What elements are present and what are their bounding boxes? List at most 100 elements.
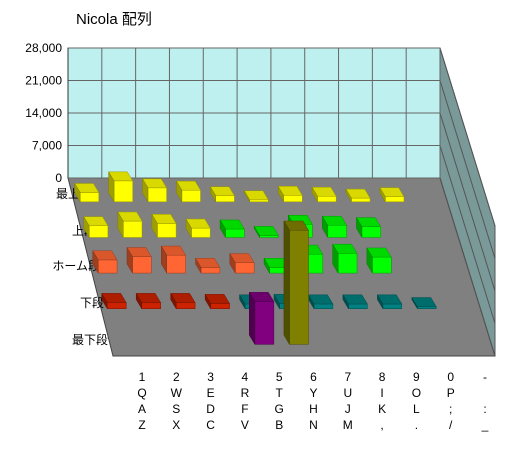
x-tick-label: Q (137, 386, 146, 400)
bar-side (239, 293, 246, 310)
bar-side (356, 216, 363, 239)
bar (348, 303, 368, 309)
x-tick-label: 6 (310, 370, 317, 384)
bar-side (117, 211, 124, 239)
bar (225, 228, 245, 238)
x-tick-label: 8 (379, 370, 386, 384)
x-tick-label: O (412, 386, 421, 400)
x-tick-label: R (241, 386, 250, 400)
y-tick-label: 0 (55, 171, 62, 185)
x-tick-label: M (343, 418, 353, 432)
x-tick-label: 7 (344, 370, 351, 384)
bar (361, 226, 381, 238)
bar (313, 303, 334, 309)
x-tick-label: Y (309, 386, 317, 400)
bar (385, 196, 405, 203)
bar-side (277, 185, 284, 203)
row-label: 最下段 (72, 332, 108, 347)
bar (210, 303, 230, 309)
bar-side (83, 215, 90, 239)
bar-side (101, 292, 108, 310)
bar (88, 225, 109, 238)
bar (107, 302, 127, 309)
bar-side (135, 292, 142, 310)
bar-side (244, 189, 250, 203)
gridline-side (439, 145, 496, 324)
bar-side (219, 219, 226, 239)
bar (417, 306, 437, 309)
bar-side (92, 249, 99, 274)
bar-side (263, 257, 270, 274)
x-tick-label: N (309, 418, 318, 432)
bar-side (170, 292, 177, 310)
bar (382, 303, 403, 309)
x-tick-label: 4 (242, 370, 249, 384)
x-tick-label: F (241, 402, 248, 416)
x-tick-label: G (275, 402, 284, 416)
gridline-side (439, 80, 496, 259)
bar (123, 220, 143, 238)
bar (141, 302, 161, 309)
bar-side (185, 218, 192, 239)
x-tick-label: K (378, 402, 386, 416)
x-tick-label: E (207, 386, 215, 400)
bar-side (195, 257, 202, 274)
x-tick-label: , (380, 418, 383, 432)
x-tick-label: . (415, 418, 418, 432)
bar-side (311, 186, 318, 203)
x-tick-label: B (275, 418, 283, 432)
x-tick-label: X (172, 418, 180, 432)
bar-side (283, 220, 290, 346)
x-tick-label: - (483, 370, 487, 384)
bar (215, 195, 235, 203)
chart-title: Nicola 配列 (76, 11, 152, 28)
bar-side (229, 252, 236, 274)
x-tick-label: U (343, 386, 352, 400)
x-tick-label: ; (449, 402, 452, 416)
bar (289, 229, 309, 345)
bar (235, 262, 255, 274)
bar (249, 199, 269, 203)
x-tick-label: S (172, 402, 180, 416)
x-tick-label: _ (481, 418, 489, 432)
y-tick-label: 7,000 (32, 139, 62, 153)
bar-side (411, 296, 418, 310)
bar-side (273, 293, 280, 310)
bar (97, 259, 118, 274)
x-tick-label: D (206, 402, 215, 416)
bar-side (176, 180, 183, 203)
bar-side (108, 170, 115, 203)
x-tick-label: L (413, 402, 420, 416)
bar (166, 254, 186, 274)
bar (157, 223, 177, 238)
bar (181, 189, 201, 203)
bar-side (210, 185, 217, 203)
gridline-side (439, 177, 496, 357)
x-tick-label: I (380, 386, 383, 400)
bar-side (345, 188, 352, 203)
bar (372, 256, 392, 274)
bar-side (366, 247, 373, 274)
row-label: 下段 (80, 295, 104, 310)
bar (132, 256, 152, 274)
bar-side (249, 291, 256, 346)
bar-side (74, 182, 81, 203)
bar-side (253, 225, 260, 239)
x-tick-label: 5 (276, 370, 283, 384)
bar-side (142, 177, 149, 203)
bar (175, 302, 196, 309)
x-tick-label: 1 (139, 370, 146, 384)
gridline-side (439, 47, 496, 227)
x-tick-label: A (138, 402, 146, 416)
x-tick-label: 0 (447, 370, 454, 384)
x-tick-label: H (309, 402, 318, 416)
bar (351, 197, 371, 203)
x-tick-label: C (206, 418, 215, 432)
x-tick-label: P (447, 386, 455, 400)
x-tick-label: / (449, 418, 453, 432)
bar (254, 301, 275, 345)
bar-side (151, 213, 158, 239)
bar (317, 195, 337, 203)
